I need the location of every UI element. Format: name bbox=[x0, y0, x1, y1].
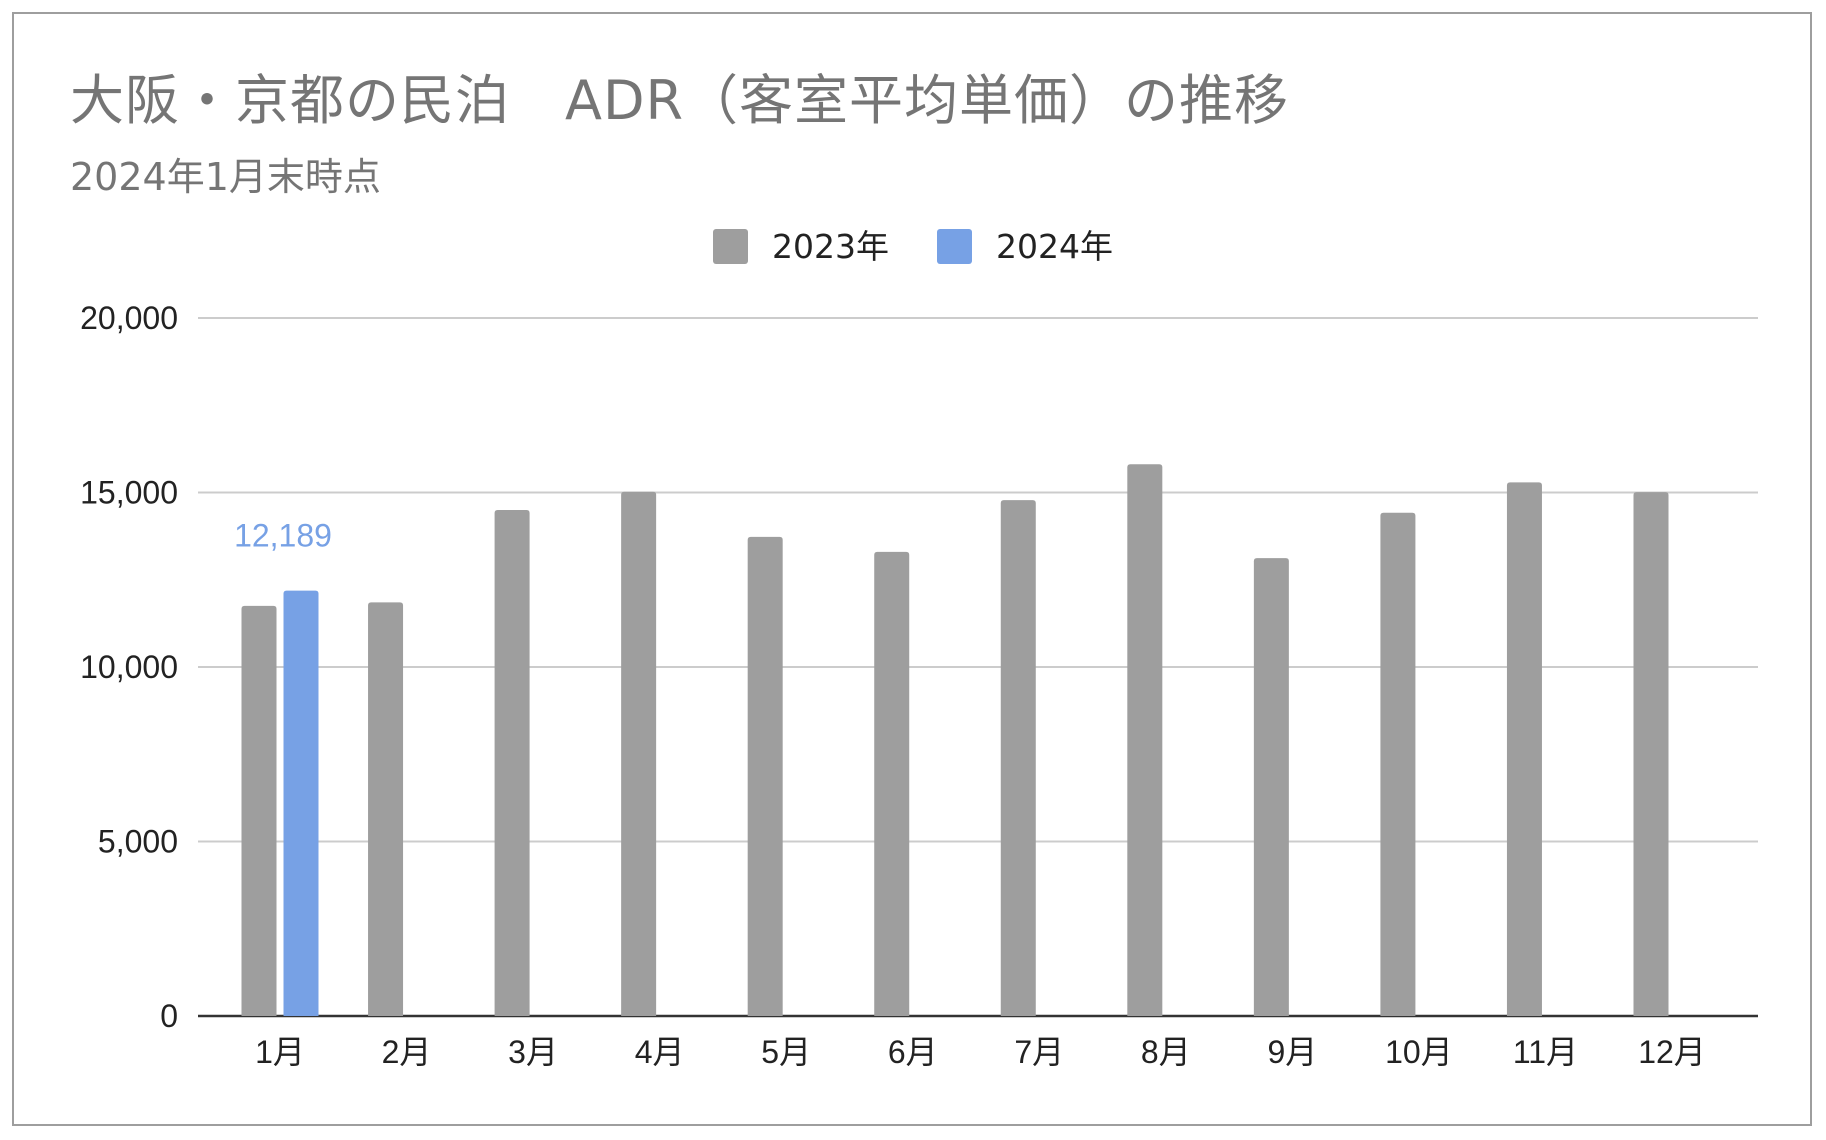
y-tick-label: 20,000 bbox=[80, 300, 178, 336]
x-tick-label: 3月 bbox=[508, 1034, 558, 1070]
x-axis-tick-labels: 1月 2月 3月 4月 5月 6月 7月 8月 9月 10月 11月 12月 bbox=[255, 1034, 1706, 1070]
x-tick-label: 11月 bbox=[1513, 1034, 1578, 1070]
bar-series1-6 bbox=[874, 551, 910, 1016]
bar-series1-4 bbox=[621, 491, 657, 1016]
bar-series1-3 bbox=[494, 509, 530, 1016]
x-tick-label: 2月 bbox=[382, 1034, 432, 1070]
legend-swatch bbox=[713, 229, 748, 264]
x-tick-label: 12月 bbox=[1638, 1034, 1706, 1070]
legend: 2023年 2024年 bbox=[713, 227, 1113, 266]
bar-series1-7 bbox=[1000, 500, 1036, 1017]
legend-swatch bbox=[937, 229, 972, 264]
bar-series1-1 bbox=[241, 605, 277, 1016]
bar-series1-10 bbox=[1380, 512, 1416, 1016]
x-tick-label: 4月 bbox=[635, 1034, 685, 1070]
x-tick-label: 6月 bbox=[888, 1034, 938, 1070]
bar-series1-11 bbox=[1506, 482, 1542, 1016]
bar-series2-1 bbox=[283, 590, 319, 1016]
bar-series1-12 bbox=[1633, 492, 1669, 1016]
data-labels: 12,189 bbox=[234, 518, 332, 554]
chart-subtitle: 2024年1月末時点 bbox=[70, 155, 381, 199]
y-tick-label: 15,000 bbox=[80, 475, 178, 511]
bars bbox=[241, 464, 1669, 1017]
y-tick-label: 0 bbox=[160, 998, 178, 1034]
y-tick-label: 10,000 bbox=[80, 649, 178, 685]
legend-label: 2024年 bbox=[996, 227, 1113, 266]
chart-title: 大阪・京都の民泊 ADR（客室平均単価）の推移 bbox=[70, 69, 1290, 132]
gridlines bbox=[198, 317, 1758, 1018]
x-tick-label: 7月 bbox=[1014, 1034, 1064, 1070]
x-tick-label: 9月 bbox=[1267, 1034, 1317, 1070]
data-label: 12,189 bbox=[234, 518, 332, 554]
x-tick-label: 10月 bbox=[1385, 1034, 1453, 1070]
x-tick-label: 5月 bbox=[761, 1034, 811, 1070]
x-tick-label: 1月 bbox=[255, 1034, 305, 1070]
bar-series1-5 bbox=[747, 536, 783, 1016]
x-tick-label: 8月 bbox=[1141, 1034, 1191, 1070]
y-axis-tick-labels: 0 5,000 10,000 15,000 20,000 bbox=[80, 300, 178, 1034]
y-tick-label: 5,000 bbox=[98, 824, 178, 860]
bar-series1-8 bbox=[1127, 464, 1163, 1017]
legend-label: 2023年 bbox=[772, 227, 889, 266]
bar-series1-2 bbox=[368, 602, 404, 1016]
bar-series1-9 bbox=[1253, 558, 1289, 1016]
